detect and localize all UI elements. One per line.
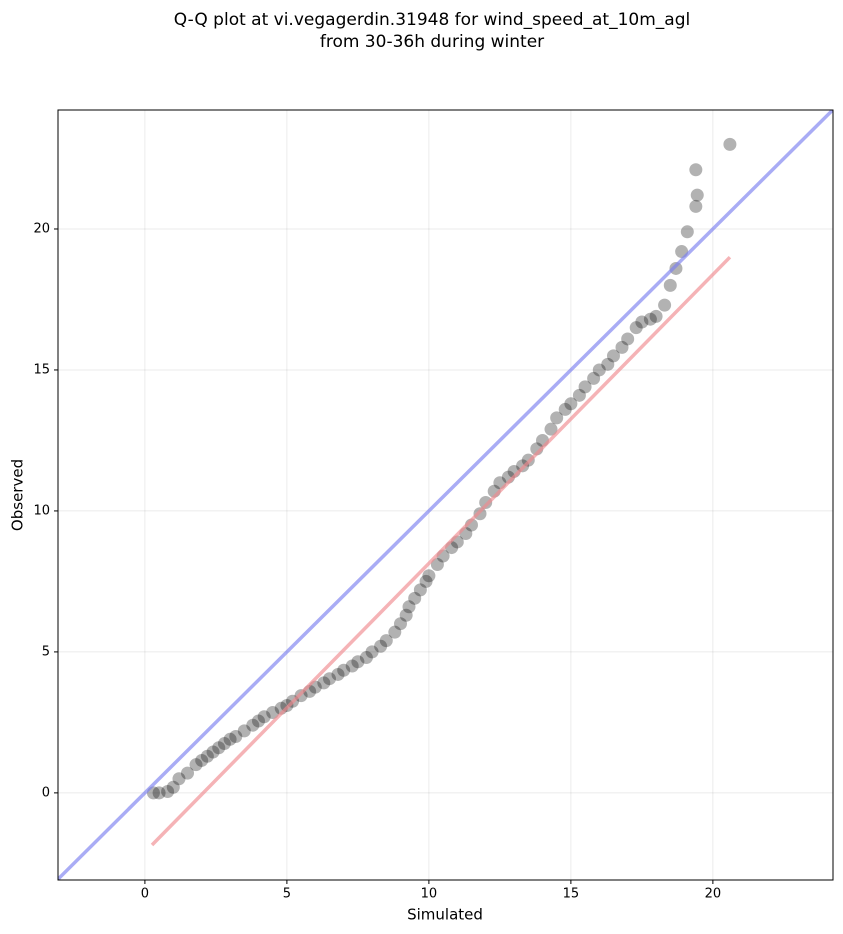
point [430, 558, 444, 572]
point [558, 402, 572, 416]
point [649, 309, 663, 323]
point [578, 380, 592, 394]
point [629, 321, 643, 335]
x-axis-label: Simulated [407, 906, 483, 924]
point [246, 718, 260, 732]
point [206, 745, 220, 759]
point [345, 659, 359, 673]
point [413, 583, 427, 597]
point [374, 639, 388, 653]
point [200, 749, 214, 763]
point [408, 591, 422, 605]
point [266, 706, 280, 720]
point [615, 340, 629, 354]
point [635, 315, 649, 329]
point [601, 357, 615, 371]
point [388, 625, 402, 639]
y-tick-label: 20 [33, 221, 50, 236]
point [359, 651, 373, 665]
reference-line [150, 255, 732, 847]
point [331, 667, 345, 681]
y-axis-label: Observed [9, 459, 27, 531]
chart-title: from 30-36h during winter [320, 32, 544, 52]
point [212, 741, 226, 755]
point [479, 495, 493, 509]
point [689, 199, 703, 213]
point [663, 278, 677, 292]
point [690, 188, 704, 202]
point [152, 786, 166, 800]
point [564, 397, 578, 411]
y-tick-label: 15 [33, 362, 50, 377]
point [180, 766, 194, 780]
point [189, 758, 203, 772]
point [217, 737, 231, 751]
point [669, 261, 683, 275]
y-tick-label: 5 [42, 644, 50, 659]
point [606, 349, 620, 363]
point [365, 645, 379, 659]
point [544, 422, 558, 436]
point [195, 753, 209, 767]
point [251, 714, 265, 728]
point [379, 634, 393, 648]
point [680, 225, 694, 239]
x-tick-label: 10 [421, 887, 438, 902]
point [658, 298, 672, 312]
point [317, 676, 331, 690]
point [257, 710, 271, 724]
point [337, 663, 351, 677]
point [393, 617, 407, 631]
point [399, 608, 413, 622]
point [351, 655, 365, 669]
plot-area [58, 110, 833, 880]
x-tick-label: 5 [283, 887, 291, 902]
point [723, 137, 737, 151]
chart-title: Q-Q plot at vi.vegagerdin.31948 for wind… [174, 10, 690, 30]
x-tick-label: 15 [563, 887, 580, 902]
point [621, 332, 635, 346]
point [229, 729, 243, 743]
x-tick-label: 0 [141, 887, 149, 902]
point [643, 312, 657, 326]
point [419, 574, 433, 588]
point [166, 780, 180, 794]
point [402, 600, 416, 614]
y-tick-label: 0 [42, 785, 50, 800]
point [223, 732, 237, 746]
point [322, 672, 336, 686]
point [172, 772, 186, 786]
point [689, 163, 703, 177]
point [592, 363, 606, 377]
grid [58, 110, 833, 880]
point [587, 371, 601, 385]
reference-line [58, 110, 833, 880]
y-tick-label: 10 [33, 503, 50, 518]
point [572, 388, 586, 402]
axes-frame [57, 109, 834, 881]
x-tick-label: 20 [705, 887, 722, 902]
point [237, 724, 251, 738]
point [550, 411, 564, 425]
point [422, 569, 436, 583]
point [161, 784, 175, 798]
